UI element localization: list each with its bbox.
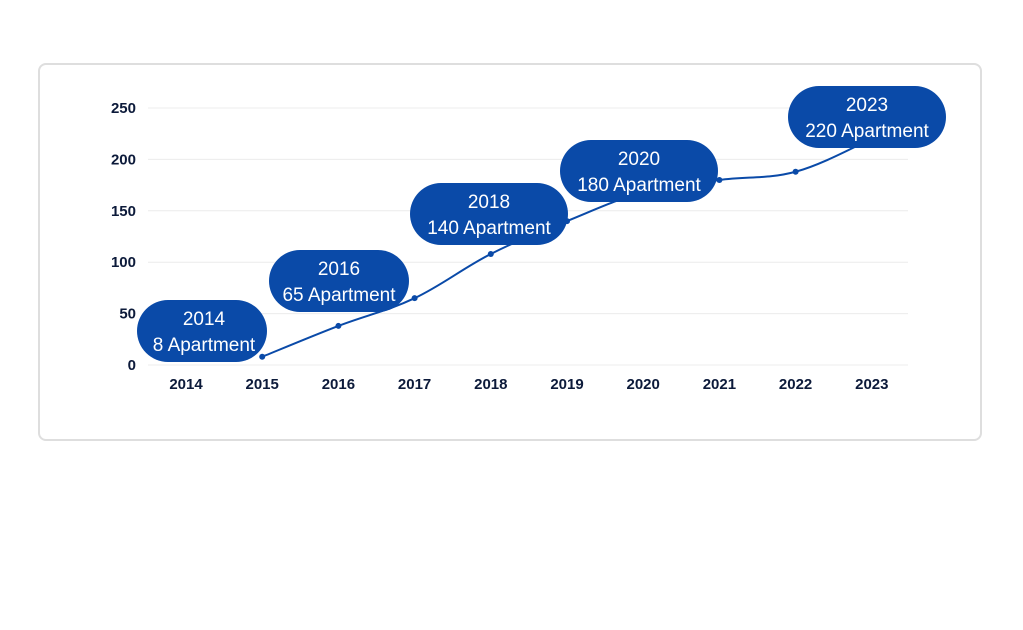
annotation-bubble-bg [560, 140, 718, 202]
x-tick-label: 2021 [703, 376, 736, 393]
annotation-bubble: 2018 140 Apartment [410, 183, 568, 245]
x-tick-label: 2019 [550, 376, 583, 393]
annotation-bubble: 2014 8 Apartment [137, 300, 267, 362]
data-point [487, 250, 494, 257]
data-point [792, 168, 799, 175]
annotation-bubbles: 2014 8 Apartment 2016 65 Apartment 2018 140 A… [137, 86, 946, 362]
annotation-bubble-bg [410, 183, 568, 245]
x-tick-label: 2015 [246, 376, 279, 393]
annotation-count: 220 Apartment [805, 121, 929, 142]
x-axis-ticks: 2014 2015 2016 2017 2018 2019 2020 2021 2022 2023 [169, 376, 888, 393]
annotation-bubble-bg [137, 300, 267, 362]
data-point [411, 295, 418, 302]
annotation-year: 2023 [846, 95, 888, 116]
annotation-count: 180 Apartment [577, 175, 701, 196]
x-tick-label: 2016 [322, 376, 355, 393]
annotation-bubble: 2016 65 Apartment [269, 250, 409, 312]
x-tick-label: 2014 [169, 376, 203, 393]
annotation-bubble-bg [269, 250, 409, 312]
x-tick-label: 2018 [474, 376, 507, 393]
annotation-bubble-bg [788, 86, 946, 148]
annotation-year: 2020 [618, 149, 660, 170]
y-axis-ticks: 0 50 100 150 200 250 [111, 100, 136, 374]
annotation-bubble: 2023 220 Apartment [788, 86, 946, 148]
annotation-count: 8 Apartment [153, 335, 256, 356]
y-tick-label: 250 [111, 100, 136, 117]
annotation-year: 2018 [468, 192, 510, 213]
annotation-bubble: 2020 180 Apartment [560, 140, 718, 202]
annotation-year: 2016 [318, 259, 360, 280]
y-tick-label: 50 [119, 306, 136, 323]
y-tick-label: 100 [111, 254, 136, 271]
x-tick-label: 2020 [627, 376, 660, 393]
x-tick-label: 2017 [398, 376, 431, 393]
y-tick-label: 0 [128, 357, 136, 374]
data-point [335, 322, 342, 329]
data-point [259, 353, 266, 360]
x-tick-label: 2023 [855, 376, 888, 393]
data-point [716, 176, 723, 183]
y-tick-label: 150 [111, 203, 136, 220]
annotation-count: 65 Apartment [282, 285, 396, 306]
y-tick-label: 200 [111, 151, 136, 168]
x-tick-label: 2022 [779, 376, 812, 393]
annotation-year: 2014 [183, 309, 226, 330]
grid-lines [148, 107, 908, 366]
annotation-count: 140 Apartment [427, 218, 551, 239]
